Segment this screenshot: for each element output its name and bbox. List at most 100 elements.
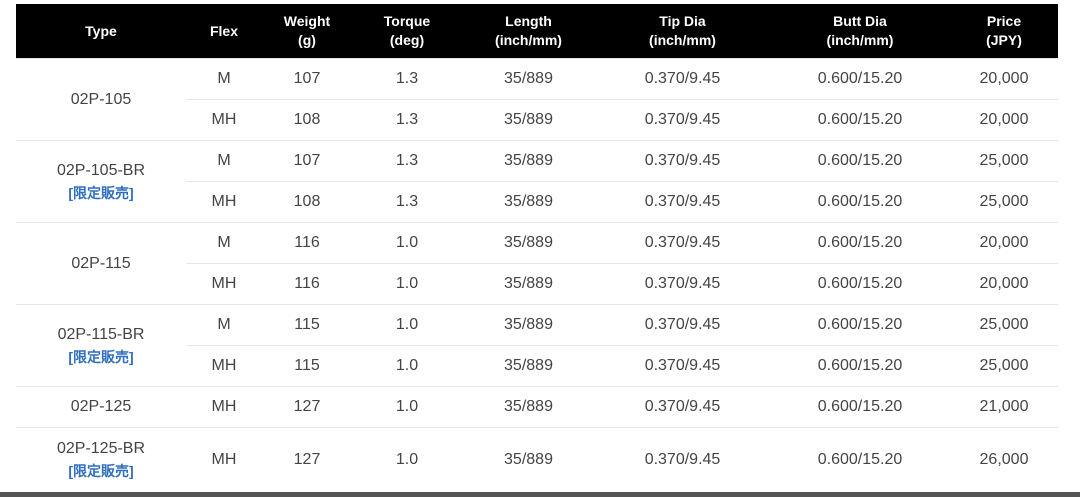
cell-type: 02P-125-BR [限定販売]	[16, 427, 186, 493]
cell-torque: 1.0	[352, 222, 462, 264]
cell-length: 35/889	[462, 386, 595, 428]
cell-torque: 1.0	[352, 263, 462, 305]
cell-torque: 1.3	[352, 140, 462, 182]
table-row: MH 116 1.0 35/889 0.370/9.45 0.600/15.20 20,00…	[16, 263, 1058, 305]
header-label: Price	[986, 13, 1022, 29]
bottom-divider	[0, 492, 1080, 497]
cell-butt-dia: 0.600/15.20	[770, 263, 950, 305]
header-torque: Torque (deg)	[352, 4, 462, 59]
cell-price: 25,000	[950, 181, 1058, 223]
table-row: 02P-125-BR [限定販売] MH 127 1.0 35/889 0.370/9.45…	[16, 427, 1058, 493]
limited-sale-badge: [限定販売]	[68, 463, 134, 479]
cell-price: 26,000	[950, 427, 1058, 493]
cell-tip-dia: 0.370/9.45	[595, 181, 770, 223]
cell-weight: 108	[262, 181, 352, 223]
cell-type: 02P-115	[16, 222, 186, 305]
cell-flex: MH	[186, 345, 262, 387]
cell-type: 02P-105	[16, 58, 186, 141]
cell-flex: MH	[186, 386, 262, 428]
table-row: MH 115 1.0 35/889 0.370/9.45 0.600/15.20 25,00…	[16, 345, 1058, 387]
cell-flex: MH	[186, 99, 262, 141]
cell-type: 02P-115-BR [限定販売]	[16, 304, 186, 387]
limited-sale-badge: [限定販売]	[68, 184, 134, 201]
model-name: 02P-105-BR	[56, 161, 146, 179]
cell-length: 35/889	[462, 99, 595, 141]
cell-flex: M	[186, 304, 262, 346]
cell-butt-dia: 0.600/15.20	[770, 181, 950, 223]
cell-flex: M	[186, 140, 262, 182]
cell-tip-dia: 0.370/9.45	[595, 222, 770, 264]
cell-flex: M	[186, 58, 262, 100]
header-label: Torque	[383, 13, 431, 29]
header-length: Length (inch/mm)	[462, 4, 595, 59]
cell-weight: 127	[262, 386, 352, 428]
header-weight: Weight (g)	[262, 4, 352, 59]
table-row: 02P-105-BR [限定販売] M 107 1.3 35/889 0.370/9.45 0…	[16, 140, 1058, 223]
header-label: (g)	[298, 32, 316, 48]
cell-tip-dia: 0.370/9.45	[595, 386, 770, 428]
cell-length: 35/889	[462, 304, 595, 346]
cell-weight: 127	[262, 427, 352, 493]
cell-torque: 1.3	[352, 99, 462, 141]
header-butt-dia: Butt Dia (inch/mm)	[770, 4, 950, 59]
header-type: Type	[16, 4, 186, 59]
cell-length: 35/889	[462, 263, 595, 305]
cell-type: 02P-105-BR [限定販売]	[16, 140, 186, 223]
cell-tip-dia: 0.370/9.45	[595, 345, 770, 387]
cell-butt-dia: 0.600/15.20	[770, 99, 950, 141]
header-label: Butt Dia	[833, 13, 887, 29]
table-row: MH 108 1.3 35/889 0.370/9.45 0.600/15.20 25,00…	[16, 181, 1058, 223]
cell-butt-dia: 0.600/15.20	[770, 386, 950, 428]
cell-price: 21,000	[950, 386, 1058, 428]
cell-torque: 1.3	[352, 181, 462, 223]
cell-flex: MH	[186, 181, 262, 223]
model-name: 02P-115-BR	[57, 325, 145, 343]
header-price: Price (JPY)	[950, 4, 1058, 59]
cell-price: 25,000	[950, 345, 1058, 387]
cell-price: 20,000	[950, 99, 1058, 141]
cell-tip-dia: 0.370/9.45	[595, 58, 770, 100]
table-row: MH 108 1.3 35/889 0.370/9.45 0.600/15.20 20,00…	[16, 99, 1058, 141]
cell-weight: 107	[262, 58, 352, 100]
cell-butt-dia: 0.600/15.20	[770, 222, 950, 264]
model-name: 02P-125-BR	[56, 440, 146, 457]
cell-length: 35/889	[462, 181, 595, 223]
cell-butt-dia: 0.600/15.20	[770, 140, 950, 182]
cell-length: 35/889	[462, 140, 595, 182]
header-label: (JPY)	[986, 32, 1022, 48]
cell-weight: 115	[262, 345, 352, 387]
header-label: Tip Dia	[659, 13, 706, 29]
table-row: 02P-115-BR [限定販売] M 115 1.0 35/889 0.370/9.45 0…	[16, 304, 1058, 387]
cell-butt-dia: 0.600/15.20	[770, 58, 950, 100]
cell-flex: MH	[186, 427, 262, 493]
cell-torque: 1.0	[352, 345, 462, 387]
header-label: Length	[505, 13, 552, 29]
header-label: (inch/mm)	[826, 32, 894, 48]
cell-length: 35/889	[462, 222, 595, 264]
cell-price: 20,000	[950, 263, 1058, 305]
limited-sale-badge: [限定販売]	[68, 348, 134, 365]
cell-torque: 1.0	[352, 304, 462, 346]
cell-butt-dia: 0.600/15.20	[770, 345, 950, 387]
cell-tip-dia: 0.370/9.45	[595, 304, 770, 346]
cell-torque: 1.3	[352, 58, 462, 100]
cell-tip-dia: 0.370/9.45	[595, 99, 770, 141]
cell-flex: MH	[186, 263, 262, 305]
header-flex: Flex	[186, 4, 262, 59]
cell-price: 25,000	[950, 304, 1058, 346]
cell-torque: 1.0	[352, 427, 462, 493]
model-name: 02P-115	[71, 254, 131, 272]
table-row: 02P-125 MH 127 1.0 35/889 0.370/9.45 0.600/15.…	[16, 386, 1058, 428]
cell-weight: 107	[262, 140, 352, 182]
cell-butt-dia: 0.600/15.20	[770, 427, 950, 493]
header-tip-dia: Tip Dia (inch/mm)	[595, 4, 770, 59]
cell-weight: 108	[262, 99, 352, 141]
cell-price: 25,000	[950, 140, 1058, 182]
cell-tip-dia: 0.370/9.45	[595, 263, 770, 305]
header-row: Type Flex Weight (g) Torque (deg) Length (inch/…	[16, 4, 1058, 59]
header-label: Type	[85, 22, 117, 39]
header-label: Flex	[209, 22, 238, 39]
cell-price: 20,000	[950, 58, 1058, 100]
cell-price: 20,000	[950, 222, 1058, 264]
cell-weight: 116	[262, 263, 352, 305]
